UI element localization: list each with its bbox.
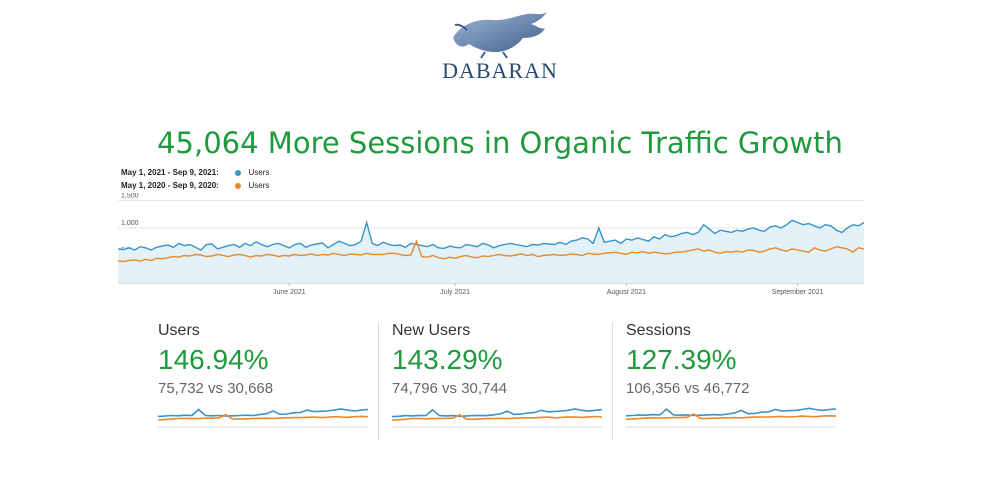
legend-item-current: May 1, 2021 - Sep 9, 2021: Users: [121, 166, 269, 179]
metric-change-users: 146.94%: [158, 344, 269, 375]
metric-label-new-users: New Users: [392, 322, 471, 339]
metric-label-sessions: Sessions: [626, 322, 691, 339]
brand-logo: DABARAN: [430, 8, 570, 88]
metric-card-new-users: New Users 143.29% 74,796 vs 30,744: [392, 322, 607, 442]
metric-comparison-sessions: 106,356 vs 46,772: [626, 380, 750, 397]
legend-series-current: Users: [248, 168, 270, 177]
chart-legend: May 1, 2021 - Sep 9, 2021: Users May 1, …: [121, 166, 269, 192]
x-tick-label: June 2021: [273, 289, 306, 296]
series-line-current: [118, 219, 865, 251]
brand-name: DABARAN: [442, 58, 558, 83]
y-tick-label: 1,000: [121, 220, 139, 227]
sparkline-current: [626, 407, 836, 417]
x-tick-label: July 2021: [440, 289, 470, 296]
metric-card-sessions: Sessions 127.39% 106,356 vs 46,772: [626, 322, 841, 442]
metric-card-users: Users 146.94% 75,732 vs 30,668: [158, 322, 373, 442]
metric-label-users: Users: [158, 322, 200, 339]
sparkline-sessions: [626, 407, 836, 428]
sparkline-previous: [626, 413, 836, 421]
legend-range-previous: May 1, 2020 - Sep 9, 2020:: [121, 181, 219, 190]
legend-item-previous: May 1, 2020 - Sep 9, 2020: Users: [121, 179, 269, 192]
metric-change-sessions: 127.39%: [626, 344, 737, 375]
y-tick-label: 1,500: [121, 193, 139, 200]
divider: [378, 322, 379, 440]
series-line-previous: [118, 239, 865, 263]
legend-range-current: May 1, 2021 - Sep 9, 2021:: [121, 168, 219, 177]
legend-series-previous: Users: [248, 181, 270, 190]
sparkline-previous: [158, 413, 368, 421]
page-headline: 45,064 More Sessions in Organic Traffic …: [157, 126, 843, 160]
sparkline-current: [158, 408, 368, 418]
legend-dot-previous: [235, 182, 242, 189]
bull-icon: [453, 12, 547, 59]
sparkline-users: [158, 408, 368, 428]
sparkline-new-users: [392, 408, 602, 428]
sparkline-previous: [392, 413, 602, 421]
metric-comparison-users: 75,732 vs 30,668: [158, 380, 274, 397]
metric-change-new-users: 143.29%: [392, 344, 503, 375]
divider: [612, 322, 613, 440]
metric-comparison-new-users: 74,796 vs 30,744: [392, 380, 508, 397]
sparkline-current: [392, 408, 602, 418]
x-tick-label: September 2021: [772, 289, 824, 296]
x-tick-label: August 2021: [607, 289, 646, 296]
series-area-current: [118, 220, 864, 283]
legend-dot-current: [235, 169, 242, 176]
